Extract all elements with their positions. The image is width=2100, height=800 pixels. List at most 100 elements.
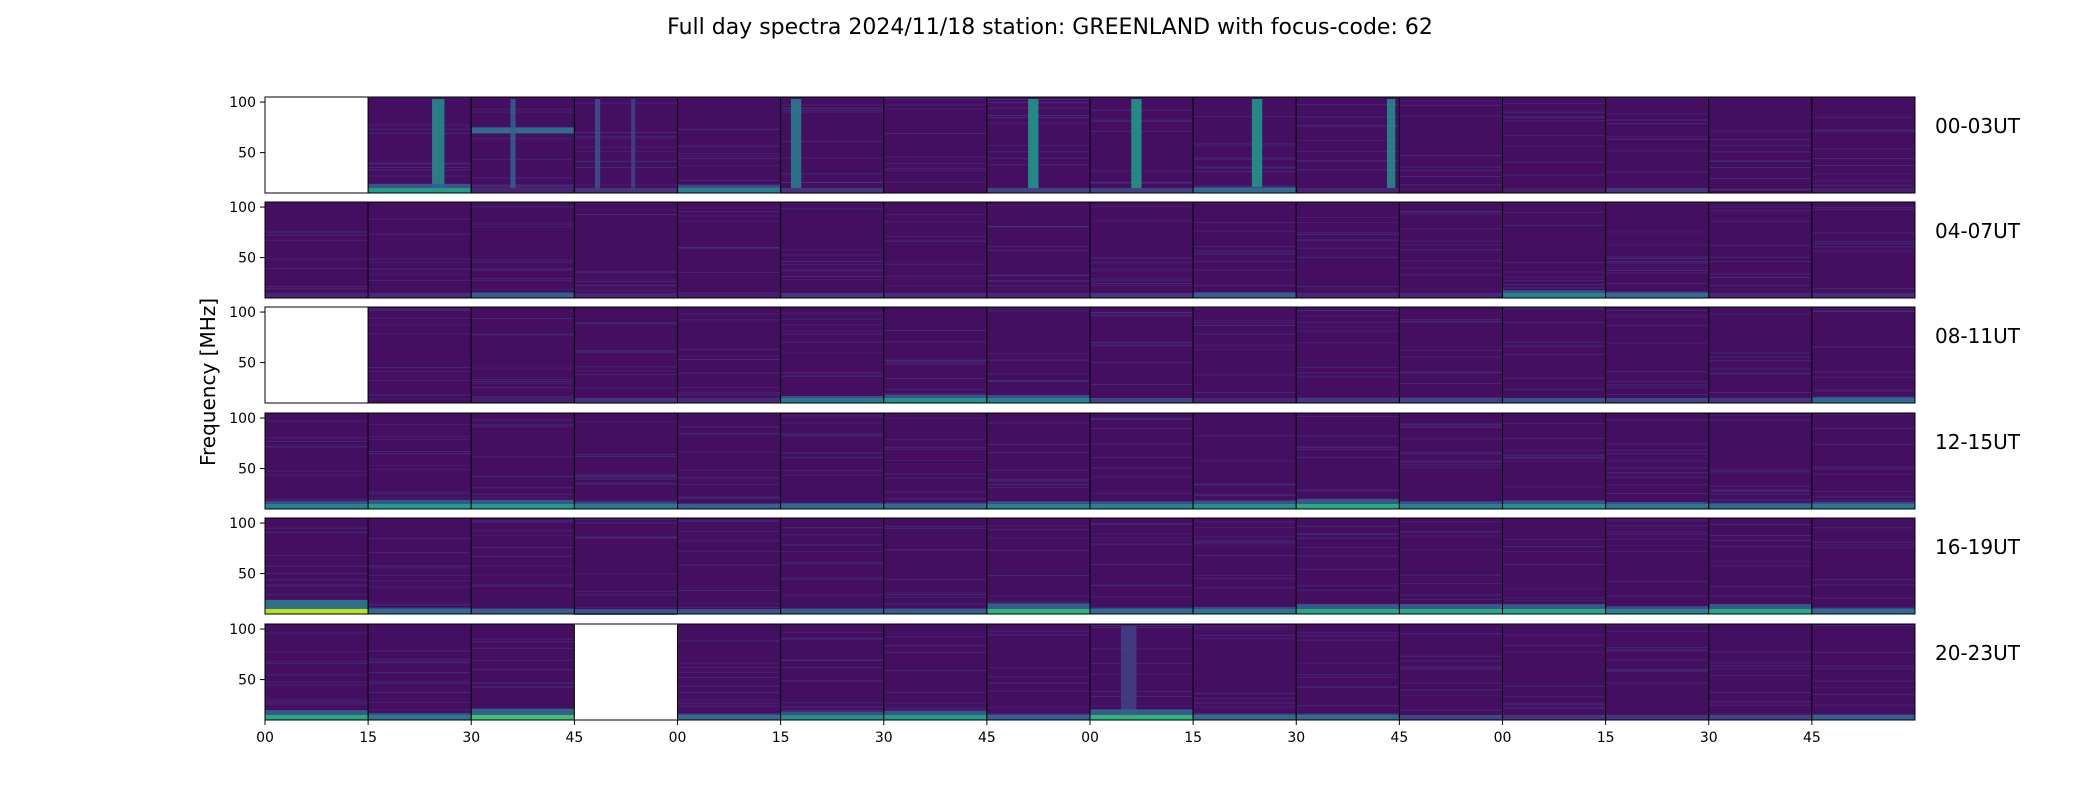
noise-line [986,487,1090,489]
noise-line [471,487,575,489]
noise-line [265,500,369,502]
noise-line [1399,438,1503,440]
noise-line [1708,166,1812,168]
noise-line [1193,348,1297,350]
noise-line [1296,247,1400,249]
noise-line [1605,670,1709,672]
spectrum-panel [883,306,988,404]
noise-line [1605,138,1709,140]
noise-line [1708,713,1812,715]
low-freq-peak [1605,292,1709,298]
noise-line [1296,376,1400,378]
noise-line [471,419,575,421]
panel-background [1296,518,1400,614]
noise-line [1811,597,1915,599]
y-tick-label: 100 [229,516,256,532]
noise-line [1399,598,1503,600]
noise-line [677,685,781,687]
noise-line [1708,144,1812,146]
noise-line [471,387,575,389]
low-freq-peak [1502,608,1606,614]
spectrum-panel [883,412,988,510]
noise-line [1399,531,1503,533]
noise-line [368,701,472,703]
low-freq-peak [1193,292,1297,298]
noise-line [1193,253,1297,255]
low-freq-peak [1811,714,1915,720]
panel-background [1399,624,1503,720]
panel-background [368,202,472,298]
low-freq-peak [368,608,472,614]
noise-line [1708,704,1812,706]
noise-line [265,554,369,556]
noise-line [368,453,472,455]
noise-line [1296,568,1400,570]
panel-background [471,624,575,720]
noise-line [368,658,472,660]
noise-line [1193,116,1297,118]
low-freq-peak [1811,397,1915,403]
noise-line [368,602,472,604]
noise-line [574,478,678,480]
noise-line [1708,130,1812,132]
noise-line [883,651,987,653]
noise-line [1090,662,1194,664]
noise-line [368,258,472,260]
panel-background [1811,413,1915,509]
noise-line [1296,216,1400,218]
noise-line [1090,533,1194,535]
noise-line [1090,524,1194,526]
noise-line [1090,344,1194,346]
noise-line [1502,706,1606,708]
noise-line [986,353,1090,355]
noise-line [368,435,472,437]
low-freq-peak [574,397,678,403]
panel-frame [1811,517,1916,615]
noise-line [1811,466,1915,468]
noise-line [1399,260,1503,262]
noise-line [471,111,575,113]
noise-line [1605,394,1709,396]
noise-line [1296,448,1400,450]
noise-line [265,703,369,705]
noise-line [1399,228,1503,230]
noise-line [1605,460,1709,462]
noise-line [1708,373,1812,375]
low-freq-peak [368,714,472,720]
missing-panel [265,307,369,403]
noise-line [1399,549,1503,551]
low-freq-peak [883,608,987,614]
noise-line [471,574,575,576]
noise-line [1090,456,1194,458]
low-freq-peak [1605,397,1709,403]
spectrum-panel [470,623,575,721]
noise-line [1811,207,1915,209]
noise-line [368,468,472,470]
burst-band [595,99,601,193]
noise-line [986,359,1090,361]
noise-line [677,179,781,181]
noise-line [1296,232,1400,234]
noise-line [780,637,884,639]
noise-line [1605,272,1709,274]
noise-line [883,108,987,110]
noise-line [1605,670,1709,672]
noise-line [471,382,575,384]
noise-line [1296,555,1400,557]
noise-line [1193,344,1297,346]
panel-background [1502,97,1606,193]
noise-line [1090,648,1194,650]
noise-line [1090,280,1194,282]
noise-line [1193,171,1297,173]
low-freq-peak [986,292,1090,298]
low-freq-peak [1708,714,1812,720]
noise-line [677,705,781,707]
noise-line [1193,269,1297,271]
noise-line [677,477,781,479]
noise-line [780,330,884,332]
noise-line [471,367,575,369]
noise-line [780,318,884,320]
noise-line [1502,377,1606,379]
noise-line [471,547,575,549]
